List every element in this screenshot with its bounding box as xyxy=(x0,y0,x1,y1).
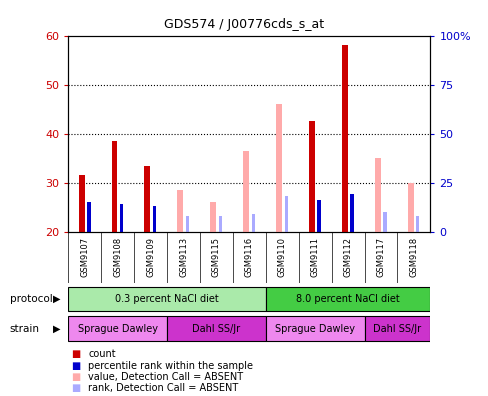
Text: protocol: protocol xyxy=(10,294,52,304)
Bar xyxy=(218,216,222,232)
Text: 0.3 percent NaCl diet: 0.3 percent NaCl diet xyxy=(115,294,219,304)
Bar xyxy=(374,158,380,232)
Text: 8.0 percent NaCl diet: 8.0 percent NaCl diet xyxy=(296,294,399,304)
Text: percentile rank within the sample: percentile rank within the sample xyxy=(88,360,252,371)
Bar xyxy=(251,214,254,232)
Bar xyxy=(284,196,287,232)
Text: strain: strain xyxy=(10,324,40,334)
Bar xyxy=(383,212,386,232)
Bar xyxy=(68,287,265,311)
Text: ■: ■ xyxy=(71,360,80,371)
Bar xyxy=(341,46,347,232)
Text: GSM9110: GSM9110 xyxy=(277,237,286,278)
Bar xyxy=(144,166,150,232)
Bar xyxy=(177,190,183,232)
Bar xyxy=(407,183,413,232)
Text: GSM9115: GSM9115 xyxy=(212,237,221,278)
Text: Dahl SS/Jr: Dahl SS/Jr xyxy=(192,324,240,334)
Bar xyxy=(284,196,287,232)
Bar xyxy=(68,316,167,341)
Bar xyxy=(265,316,364,341)
Text: GSM9107: GSM9107 xyxy=(80,237,89,278)
Text: Sprague Dawley: Sprague Dawley xyxy=(275,324,354,334)
Bar xyxy=(350,194,353,232)
Bar xyxy=(415,216,419,232)
Text: Sprague Dawley: Sprague Dawley xyxy=(78,324,158,334)
Bar xyxy=(153,206,156,232)
Bar xyxy=(308,122,314,232)
Bar xyxy=(87,202,90,232)
Text: ■: ■ xyxy=(71,349,80,360)
Text: ▶: ▶ xyxy=(52,294,60,304)
Bar xyxy=(79,175,84,232)
Text: ■: ■ xyxy=(71,383,80,393)
Text: count: count xyxy=(88,349,115,360)
Bar xyxy=(210,202,216,232)
Bar xyxy=(265,287,429,311)
Text: GDS574 / J00776cds_s_at: GDS574 / J00776cds_s_at xyxy=(164,18,324,31)
Text: GSM9117: GSM9117 xyxy=(376,237,385,278)
Text: GSM9118: GSM9118 xyxy=(408,237,418,278)
Bar xyxy=(185,216,189,232)
Text: Dahl SS/Jr: Dahl SS/Jr xyxy=(373,324,421,334)
Text: GSM9116: GSM9116 xyxy=(244,237,253,278)
Text: GSM9113: GSM9113 xyxy=(179,237,188,278)
Bar xyxy=(111,141,117,232)
Bar xyxy=(120,204,123,232)
Bar xyxy=(317,200,320,232)
Bar xyxy=(275,104,282,232)
Text: GSM9108: GSM9108 xyxy=(113,237,122,278)
Bar xyxy=(364,316,429,341)
Text: GSM9112: GSM9112 xyxy=(343,237,352,278)
Text: GSM9111: GSM9111 xyxy=(310,237,319,278)
Bar xyxy=(167,316,265,341)
Text: ▶: ▶ xyxy=(52,324,60,334)
Text: rank, Detection Call = ABSENT: rank, Detection Call = ABSENT xyxy=(88,383,238,393)
Text: value, Detection Call = ABSENT: value, Detection Call = ABSENT xyxy=(88,371,243,382)
Text: GSM9109: GSM9109 xyxy=(146,237,155,278)
Text: ■: ■ xyxy=(71,371,80,382)
Bar xyxy=(243,151,248,232)
